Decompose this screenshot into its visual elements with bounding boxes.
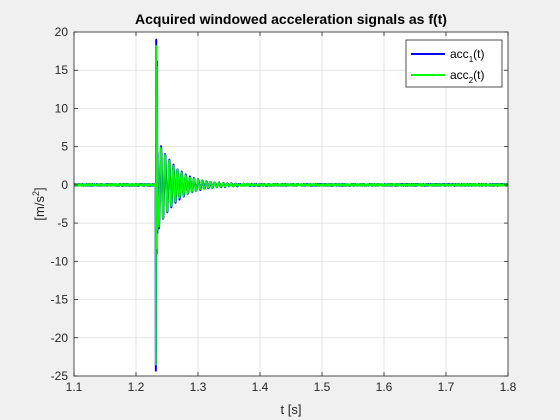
axes-box: [73, 31, 509, 377]
y-tick-label: -15: [51, 293, 69, 307]
legend-box: [405, 39, 503, 88]
x-tick-label: 1.3: [190, 380, 207, 394]
x-tick-label: 1.8: [500, 380, 517, 394]
legend: acc1(t) acc2(t): [405, 39, 503, 88]
x-tick-label: 1.4: [252, 380, 269, 394]
y-tick-label: -10: [51, 254, 69, 268]
legend-label-acc2: acc2(t): [450, 68, 484, 85]
legend-label-acc2-base: acc: [450, 68, 469, 82]
x-axis-label: t [s]: [281, 402, 302, 417]
chart-title: Acquired windowed acceleration signals a…: [135, 11, 447, 27]
x-tick-label: 1.1: [66, 380, 83, 394]
legend-label-acc2-sub: 2: [469, 76, 474, 85]
plot-area: [74, 32, 508, 376]
legend-label-acc1-sub: 1: [469, 55, 474, 64]
y-tick-label: -20: [51, 331, 69, 345]
x-tick-label: 1.5: [314, 380, 331, 394]
y-axis-label-base: [m/s: [32, 196, 47, 221]
series-line-acc2: [74, 44, 508, 366]
y-tick-label: 10: [55, 101, 69, 115]
legend-label-acc1: acc1(t): [450, 47, 484, 64]
y-tick-label: 20: [55, 25, 69, 39]
y-tick-label: -25: [51, 369, 69, 383]
x-tick-labels: 1.1 1.2 1.3 1.4 1.5 1.6 1.7 1.8: [66, 380, 517, 394]
y-tick-label: 0: [61, 178, 68, 192]
x-tick-label: 1.6: [376, 380, 393, 394]
y-tick-label: -5: [57, 216, 68, 230]
y-axis-label: [m/s2]: [31, 187, 47, 220]
y-axis-label-superscript: 2: [31, 191, 41, 196]
legend-label-acc2-tail: (t): [473, 68, 484, 82]
y-axis-label-tail: ]: [32, 187, 47, 191]
ticks: [73, 31, 509, 377]
legend-label-acc1-tail: (t): [473, 47, 484, 61]
y-tick-labels: -25 -20 -15 -10 -5 0 5 10 15 20: [51, 25, 69, 383]
series-layer: [74, 38, 508, 372]
x-tick-label: 1.7: [438, 380, 455, 394]
y-tick-label: 15: [55, 63, 69, 77]
x-tick-label: 1.2: [128, 380, 145, 394]
y-tick-label: 5: [61, 140, 68, 154]
legend-label-acc1-base: acc: [450, 47, 469, 61]
